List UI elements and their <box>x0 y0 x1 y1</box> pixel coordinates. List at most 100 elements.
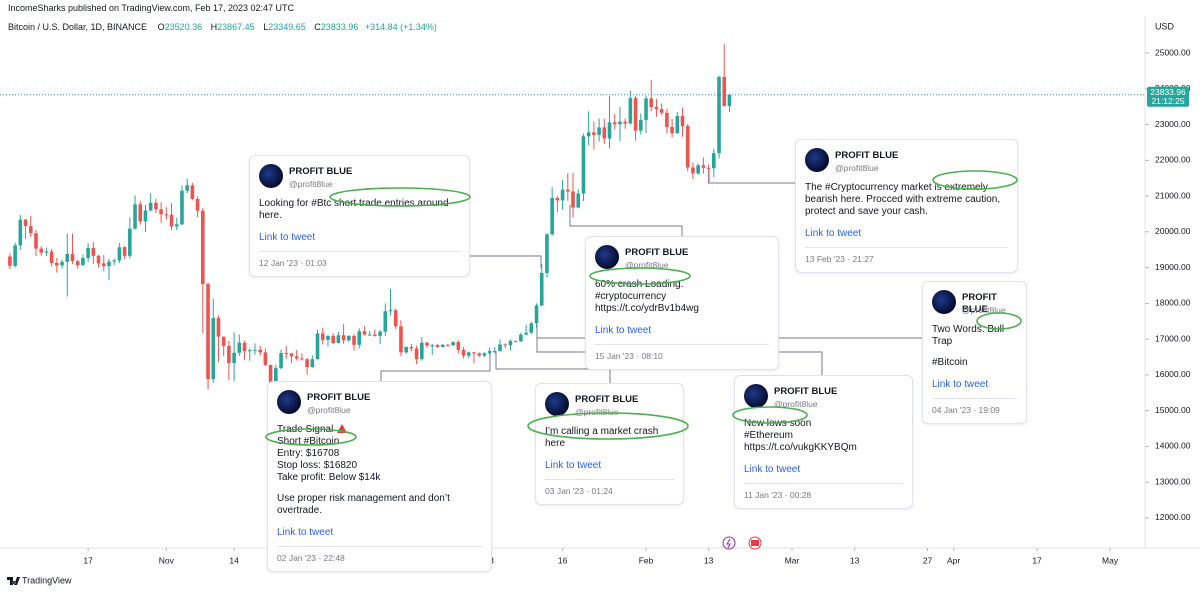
candle-body <box>649 98 654 108</box>
candle-body <box>352 335 356 345</box>
candle-body <box>357 331 362 345</box>
candle-body <box>623 121 627 124</box>
tweet-link[interactable]: Link to tweet <box>277 527 334 538</box>
x-tick-label: 17 <box>83 555 93 565</box>
tweet-link[interactable]: Link to tweet <box>259 232 316 243</box>
candle-body <box>86 247 90 258</box>
candles <box>8 44 732 394</box>
candle-body <box>529 323 534 333</box>
tweet-line: Entry: $16708 <box>277 448 340 459</box>
candle-body <box>477 353 481 356</box>
y-tick-label: 12000.00 <box>1155 512 1191 522</box>
candle-body <box>628 98 633 124</box>
candle-body <box>133 204 137 229</box>
ohlc-label: L <box>263 22 269 32</box>
candle-body <box>367 334 372 336</box>
symbol-line: Bitcoin / U.S. Dollar, 1D, BINANCE O2352… <box>8 22 441 32</box>
y-tick-label: 17000.00 <box>1155 333 1191 343</box>
tweet-link[interactable]: Link to tweet <box>932 379 989 390</box>
candle-body <box>23 219 28 227</box>
open-value: 23520.36 <box>164 22 203 32</box>
avatar <box>277 390 301 414</box>
candle-body <box>576 193 581 208</box>
tweet-date: 03 Jan '23 · 01:24 <box>545 486 613 496</box>
candle-body <box>691 167 695 174</box>
tweet-card: PROFIT BLUE @profit8lue The #Cryptocurrenc… <box>795 139 1018 273</box>
close-value: 23833.96 <box>320 22 359 32</box>
candle-body <box>404 347 408 353</box>
x-tick-label: Nov <box>159 555 175 565</box>
candle-body <box>326 335 330 340</box>
candle-body <box>581 136 586 194</box>
y-tick-label: 25000.00 <box>1155 47 1191 57</box>
tweet-card: PROFIT BLUE @profit8lue New lows soon #Ethe… <box>734 375 913 509</box>
candle-body <box>425 342 429 346</box>
tweet-card: PROFIT BLUE @profit8lue 60% crash Loading.… <box>585 236 779 370</box>
tweet-paragraph: Trade Signal Short #Bitcoin Entry: $16708 S… <box>277 424 482 484</box>
candle-body <box>706 167 711 169</box>
logo-icon <box>7 577 20 585</box>
tweet-date: 02 Jan '23 · 22:48 <box>277 553 345 563</box>
candle-body <box>446 344 450 346</box>
warning-icon <box>337 424 348 433</box>
tweet-link[interactable]: Link to tweet <box>595 325 652 336</box>
tweet-line: #Bitcoin <box>932 357 968 368</box>
separator <box>744 483 903 484</box>
candle-body <box>539 272 544 306</box>
x-tick-label: 27 <box>923 555 933 565</box>
card-header: PROFIT BLUE @profit8lue <box>595 245 769 273</box>
candle-body <box>399 326 403 353</box>
candle-body <box>206 284 210 380</box>
avatar <box>595 245 619 269</box>
x-tick-label: Mar <box>785 555 800 565</box>
x-tick-label: Apr <box>947 555 960 565</box>
x-tick-label: 17 <box>1032 555 1042 565</box>
x-tick-label: 16 <box>558 555 568 565</box>
tweet-card: PROFIT BLUE @profit8lue Looking for #Btc s… <box>249 155 470 277</box>
separator <box>595 344 769 345</box>
candle-body <box>169 214 174 227</box>
ohlc-label: C <box>314 22 321 32</box>
candle-body <box>263 352 268 365</box>
avatar <box>805 148 829 172</box>
candle-body <box>268 364 273 383</box>
candle-body <box>727 94 732 106</box>
candle-body <box>13 245 17 266</box>
event-icon <box>726 538 731 549</box>
tweet-line: The #Cryptocurrency market is extremely … <box>805 182 1001 217</box>
tweet-line: #cryptocurrency https://t.co/ydrBv1b4wg <box>595 291 699 314</box>
candle-body <box>712 153 716 169</box>
candle-body <box>696 165 700 174</box>
candle-body <box>320 333 325 340</box>
countdown-label: 21:12:25 <box>1151 96 1184 106</box>
candle-body <box>154 202 158 210</box>
candle-body <box>597 127 601 135</box>
y-tick-label: 20000.00 <box>1155 226 1191 236</box>
candle-body <box>555 197 560 201</box>
candle-body <box>336 335 341 344</box>
candle-body <box>138 204 143 222</box>
tweet-link[interactable]: Link to tweet <box>744 464 801 475</box>
candle-body <box>347 335 351 341</box>
tweet-line: New lows soon <box>744 418 812 429</box>
last-price-tag <box>1147 86 1189 107</box>
candle-body <box>294 356 299 359</box>
candle-body <box>435 345 440 348</box>
symbol: Bitcoin / U.S. Dollar, 1D, BINANCE <box>8 22 148 32</box>
separator <box>277 546 482 547</box>
separator <box>805 247 1008 248</box>
tweet-line: #Ethereum https://t.co/vukgKKYBQm <box>744 430 857 453</box>
tweet-link[interactable]: Link to tweet <box>545 460 602 471</box>
candle-body <box>524 332 528 335</box>
avatar <box>744 384 768 408</box>
candle-body <box>566 189 570 192</box>
author-handle: @profit8lue <box>575 407 619 417</box>
candle-body <box>18 219 23 246</box>
candle-body <box>201 210 205 285</box>
candle-body <box>242 342 247 352</box>
tweet-line: 60% crash Loading. <box>595 279 684 290</box>
avatar <box>259 164 283 188</box>
tweet-link[interactable]: Link to tweet <box>805 228 862 239</box>
candle-body <box>685 125 690 168</box>
